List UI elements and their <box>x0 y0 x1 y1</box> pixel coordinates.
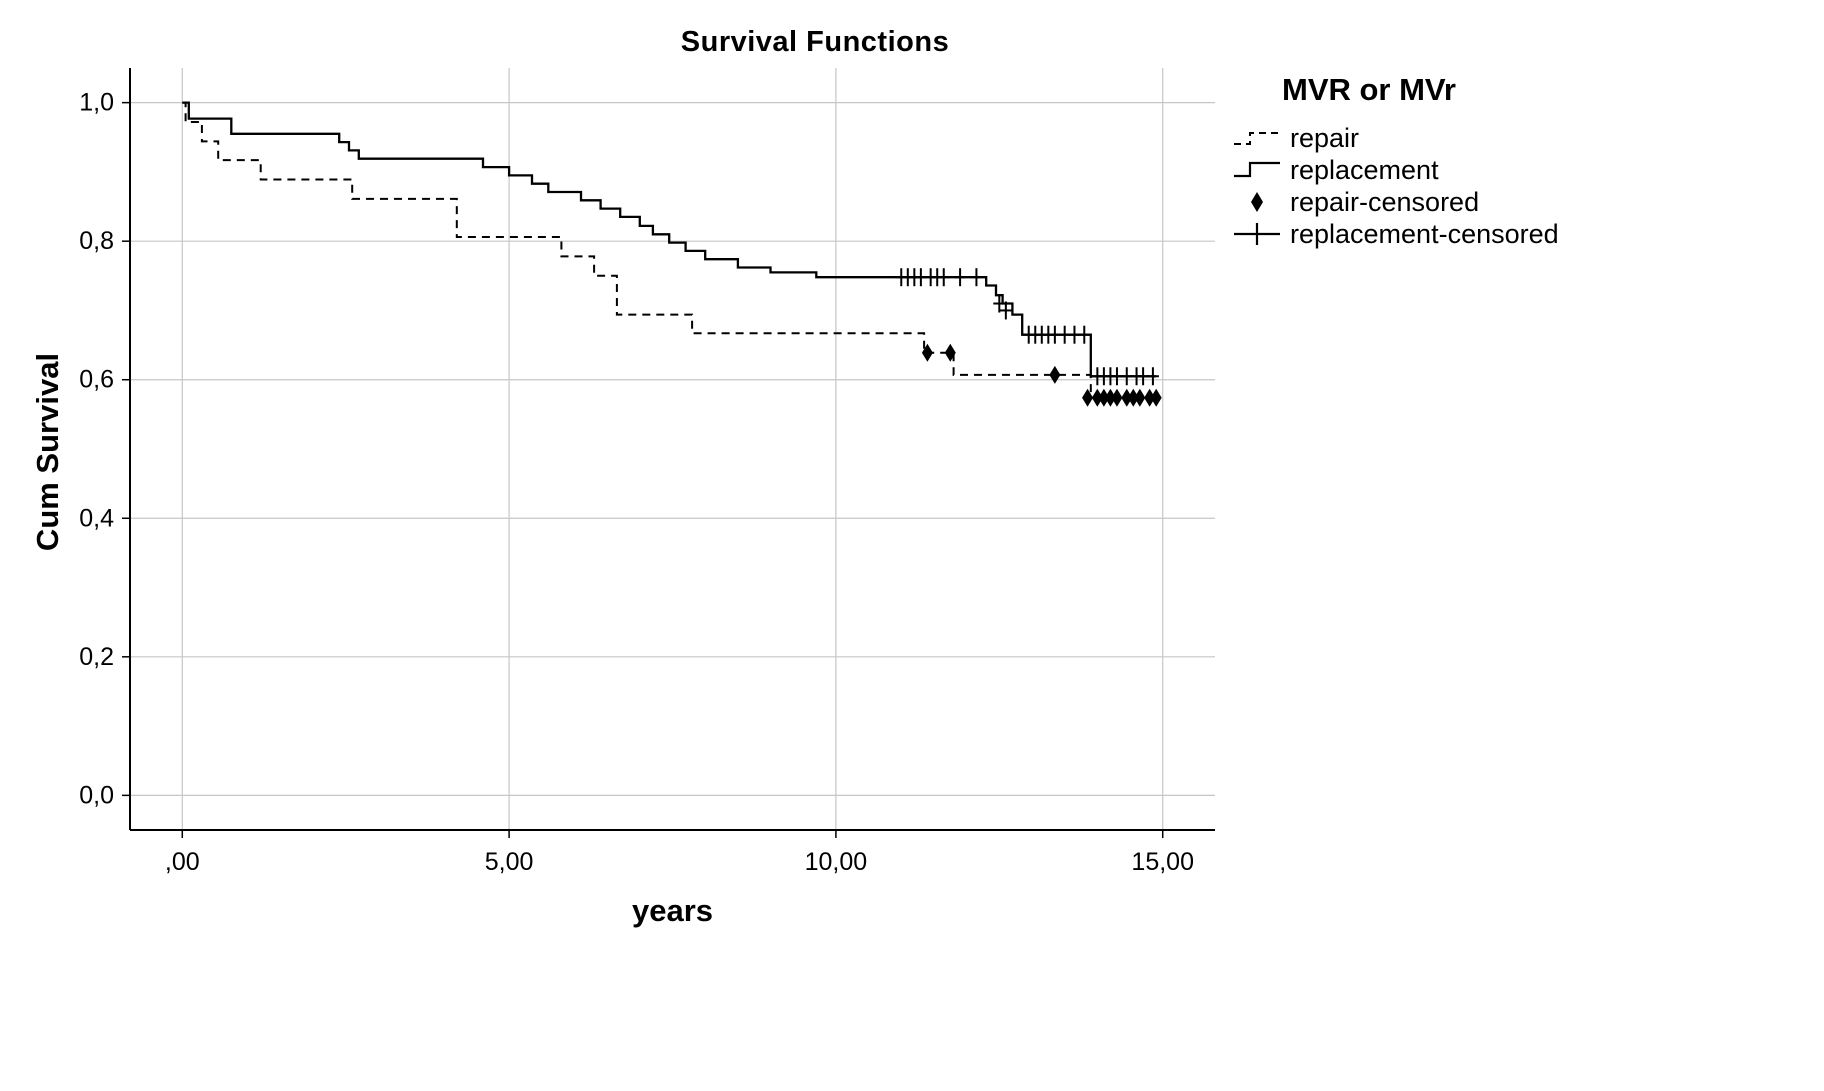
legend-item-repair-censored: repair-censored <box>1232 186 1592 218</box>
tick-marks <box>122 101 1164 838</box>
repair-curve <box>182 101 1157 399</box>
y-tick-labels: 0,0 0,2 0,4 0,6 0,8 1,0 <box>79 89 114 810</box>
svg-text:1,0: 1,0 <box>79 89 114 117</box>
svg-text:0,0: 0,0 <box>79 781 114 809</box>
legend-item-replacement-censored: replacement-censored <box>1232 218 1592 250</box>
legend-item-repair: repair <box>1232 122 1592 154</box>
y-axis-title: Cum Survival <box>30 352 65 552</box>
replacement-curve <box>182 101 1157 378</box>
svg-text:0,6: 0,6 <box>79 366 114 394</box>
legend-label-replacement-censored: replacement-censored <box>1290 218 1559 249</box>
legend-label-repair: repair <box>1290 122 1360 153</box>
plus-marker-swatch-icon <box>1234 223 1280 245</box>
legend-label-repair-censored: repair-censored <box>1290 186 1480 217</box>
legend-label-replacement: replacement <box>1290 154 1439 185</box>
diamond-marker-swatch-icon <box>1251 192 1263 212</box>
dashed-line-swatch-icon <box>1234 132 1280 145</box>
x-tick-labels: ,00 5,00 10,00 15,00 <box>165 848 1194 876</box>
repair-censored-markers <box>921 343 1162 407</box>
svg-text:15,00: 15,00 <box>1131 848 1194 876</box>
legend: MVR or MVr repair replacement repair-cen… <box>1232 72 1592 250</box>
x-axis-title: years <box>631 893 714 928</box>
svg-text:10,00: 10,00 <box>805 848 868 876</box>
solid-step-line-swatch-icon <box>1234 161 1280 178</box>
legend-title: MVR or MVr <box>1282 72 1456 107</box>
svg-text:0,2: 0,2 <box>79 643 114 671</box>
axes <box>129 68 1215 831</box>
svg-text:,00: ,00 <box>165 848 200 876</box>
svg-text:0,4: 0,4 <box>79 504 114 532</box>
svg-text:5,00: 5,00 <box>485 848 534 876</box>
legend-item-replacement: replacement <box>1232 154 1592 186</box>
svg-text:0,8: 0,8 <box>79 227 114 255</box>
chart-title: Survival Functions <box>680 26 950 58</box>
replacement-censored-markers <box>895 268 1159 386</box>
gridlines <box>130 68 1215 830</box>
